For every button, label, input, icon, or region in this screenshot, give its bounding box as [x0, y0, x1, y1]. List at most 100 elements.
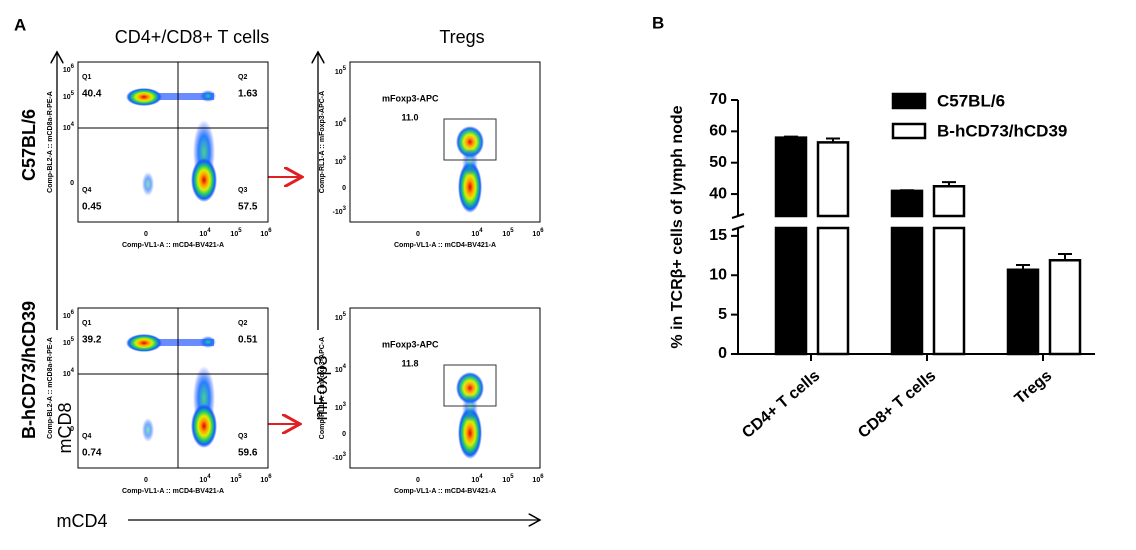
y-tick-label: 0	[718, 345, 727, 362]
tick-exp: 6	[540, 228, 544, 234]
tick-base: 10	[502, 477, 510, 484]
quadrant-name: Q3	[238, 433, 247, 440]
density-streak	[148, 93, 214, 100]
bar	[774, 136, 808, 356]
density-cloud	[458, 161, 482, 213]
tick-exp: 4	[71, 122, 75, 128]
tick-base: 10	[63, 313, 71, 320]
tick-base: -10	[333, 209, 343, 216]
tick-exp: 5	[238, 474, 242, 480]
tick-label: 0	[70, 180, 74, 187]
tick-base: 10	[63, 125, 71, 132]
axis-title: mCD4	[56, 511, 107, 531]
tick-base: 10	[532, 231, 540, 238]
tick-label: 106	[532, 474, 544, 484]
tick-label: 104	[63, 368, 75, 378]
quadrant-value: 57.5	[238, 202, 258, 213]
bar	[890, 189, 924, 356]
tick-exp: 4	[207, 474, 211, 480]
panel-label: B	[652, 13, 664, 32]
density-cloud	[142, 418, 154, 442]
tick-label: 105	[230, 228, 242, 238]
legend-label: B-hCD73/hCD39	[937, 121, 1067, 140]
y-axis-label: Comp-RL1-A :: mFoxp3-APC-A	[319, 337, 326, 439]
density-cloud	[456, 372, 484, 404]
gate	[443, 364, 497, 407]
row-label: B-hCD73/hCD39	[19, 301, 39, 439]
quadrant-name: Q2	[238, 320, 247, 327]
plot-frame	[349, 61, 541, 223]
gate-value: 11.0	[401, 112, 418, 122]
x-tick-label: CD8+ T cells	[855, 367, 939, 442]
tick-base: 10	[335, 121, 343, 128]
tick-label: 105	[63, 91, 75, 101]
tick-base: 10	[335, 405, 343, 412]
tick-exp: 4	[479, 474, 483, 480]
quadrant-value: 0.51	[238, 335, 258, 346]
tick-label: 106	[63, 64, 75, 74]
x-axis-label: Comp-VL1-A :: mCD4-BV421-A	[122, 242, 224, 249]
tick-label: 0	[70, 426, 74, 433]
quadrant-value: 0.74	[82, 448, 102, 459]
row-label: C57BL/6	[19, 109, 39, 181]
tick-base: 10	[335, 367, 343, 374]
tick-base: 10	[63, 94, 71, 101]
tick-base: 10	[199, 477, 207, 484]
gate-value: 11.8	[401, 358, 418, 368]
quadrant-value: 59.6	[238, 448, 258, 459]
tick-base: 10	[335, 315, 343, 322]
x-tick-label: CD4+ T cells	[739, 367, 823, 442]
tick-label: -103	[333, 452, 347, 462]
tick-exp: 3	[343, 156, 347, 162]
quadrant-name: Q2	[238, 74, 247, 81]
tick-exp: 6	[268, 228, 272, 234]
y-axis-label: Comp-RL1-A :: mFoxp3-APC-A	[319, 91, 326, 193]
tick-label: 105	[335, 66, 347, 76]
tick-exp: 5	[238, 228, 242, 234]
quadrant-value: 1.63	[238, 89, 258, 100]
quadrant-name: Q4	[82, 187, 91, 194]
density-cloud	[126, 334, 162, 352]
y-axis-label: Comp-BL2-A :: mCD8a-R-PE-A	[47, 91, 54, 193]
x-axis-label: Comp-VL1-A :: mCD4-BV421-A	[394, 242, 496, 249]
tick-label: 105	[335, 312, 347, 322]
bar	[1048, 259, 1082, 356]
tick-label: 104	[471, 228, 483, 238]
legend-swatch	[891, 92, 927, 110]
tick-exp: 5	[343, 312, 347, 318]
tick-base: 10	[471, 231, 479, 238]
panel-a: A CD4+/CD8+ T cells Tregs C57BL/6 B-hCD7…	[14, 15, 544, 530]
tick-base: 10	[532, 477, 540, 484]
tick-base: 10	[260, 477, 268, 484]
axis-title: mCD8	[55, 402, 75, 453]
tick-base: 10	[230, 477, 238, 484]
tick-label: 105	[502, 474, 514, 484]
y-tick-label: 70	[709, 91, 727, 108]
legend-label: C57BL/6	[937, 91, 1005, 110]
y-tick-label: 5	[718, 306, 727, 323]
tick-base: 10	[63, 340, 71, 347]
error-bar	[1058, 252, 1072, 261]
bar	[816, 141, 850, 356]
x-axis-label: Comp-VL1-A :: mCD4-BV421-A	[122, 488, 224, 495]
gate	[443, 118, 497, 161]
quadrant-value: 39.2	[82, 335, 102, 346]
error-bar	[942, 181, 956, 187]
tick-label: 103	[335, 402, 347, 412]
density-cloud	[200, 336, 216, 348]
tick-exp: 3	[343, 402, 347, 408]
density-cloud	[462, 148, 478, 176]
tick-label: 0	[416, 231, 420, 238]
x-tick-label: Tregs	[1012, 367, 1056, 408]
tick-exp: 5	[71, 337, 75, 343]
tick-label: 0	[144, 477, 148, 484]
x-axis-label: Comp-VL1-A :: mCD4-BV421-A	[394, 488, 496, 495]
axis-break	[731, 225, 745, 231]
tick-exp: 5	[71, 91, 75, 97]
density-cloud	[462, 394, 478, 422]
quadrant-name: Q4	[82, 433, 91, 440]
